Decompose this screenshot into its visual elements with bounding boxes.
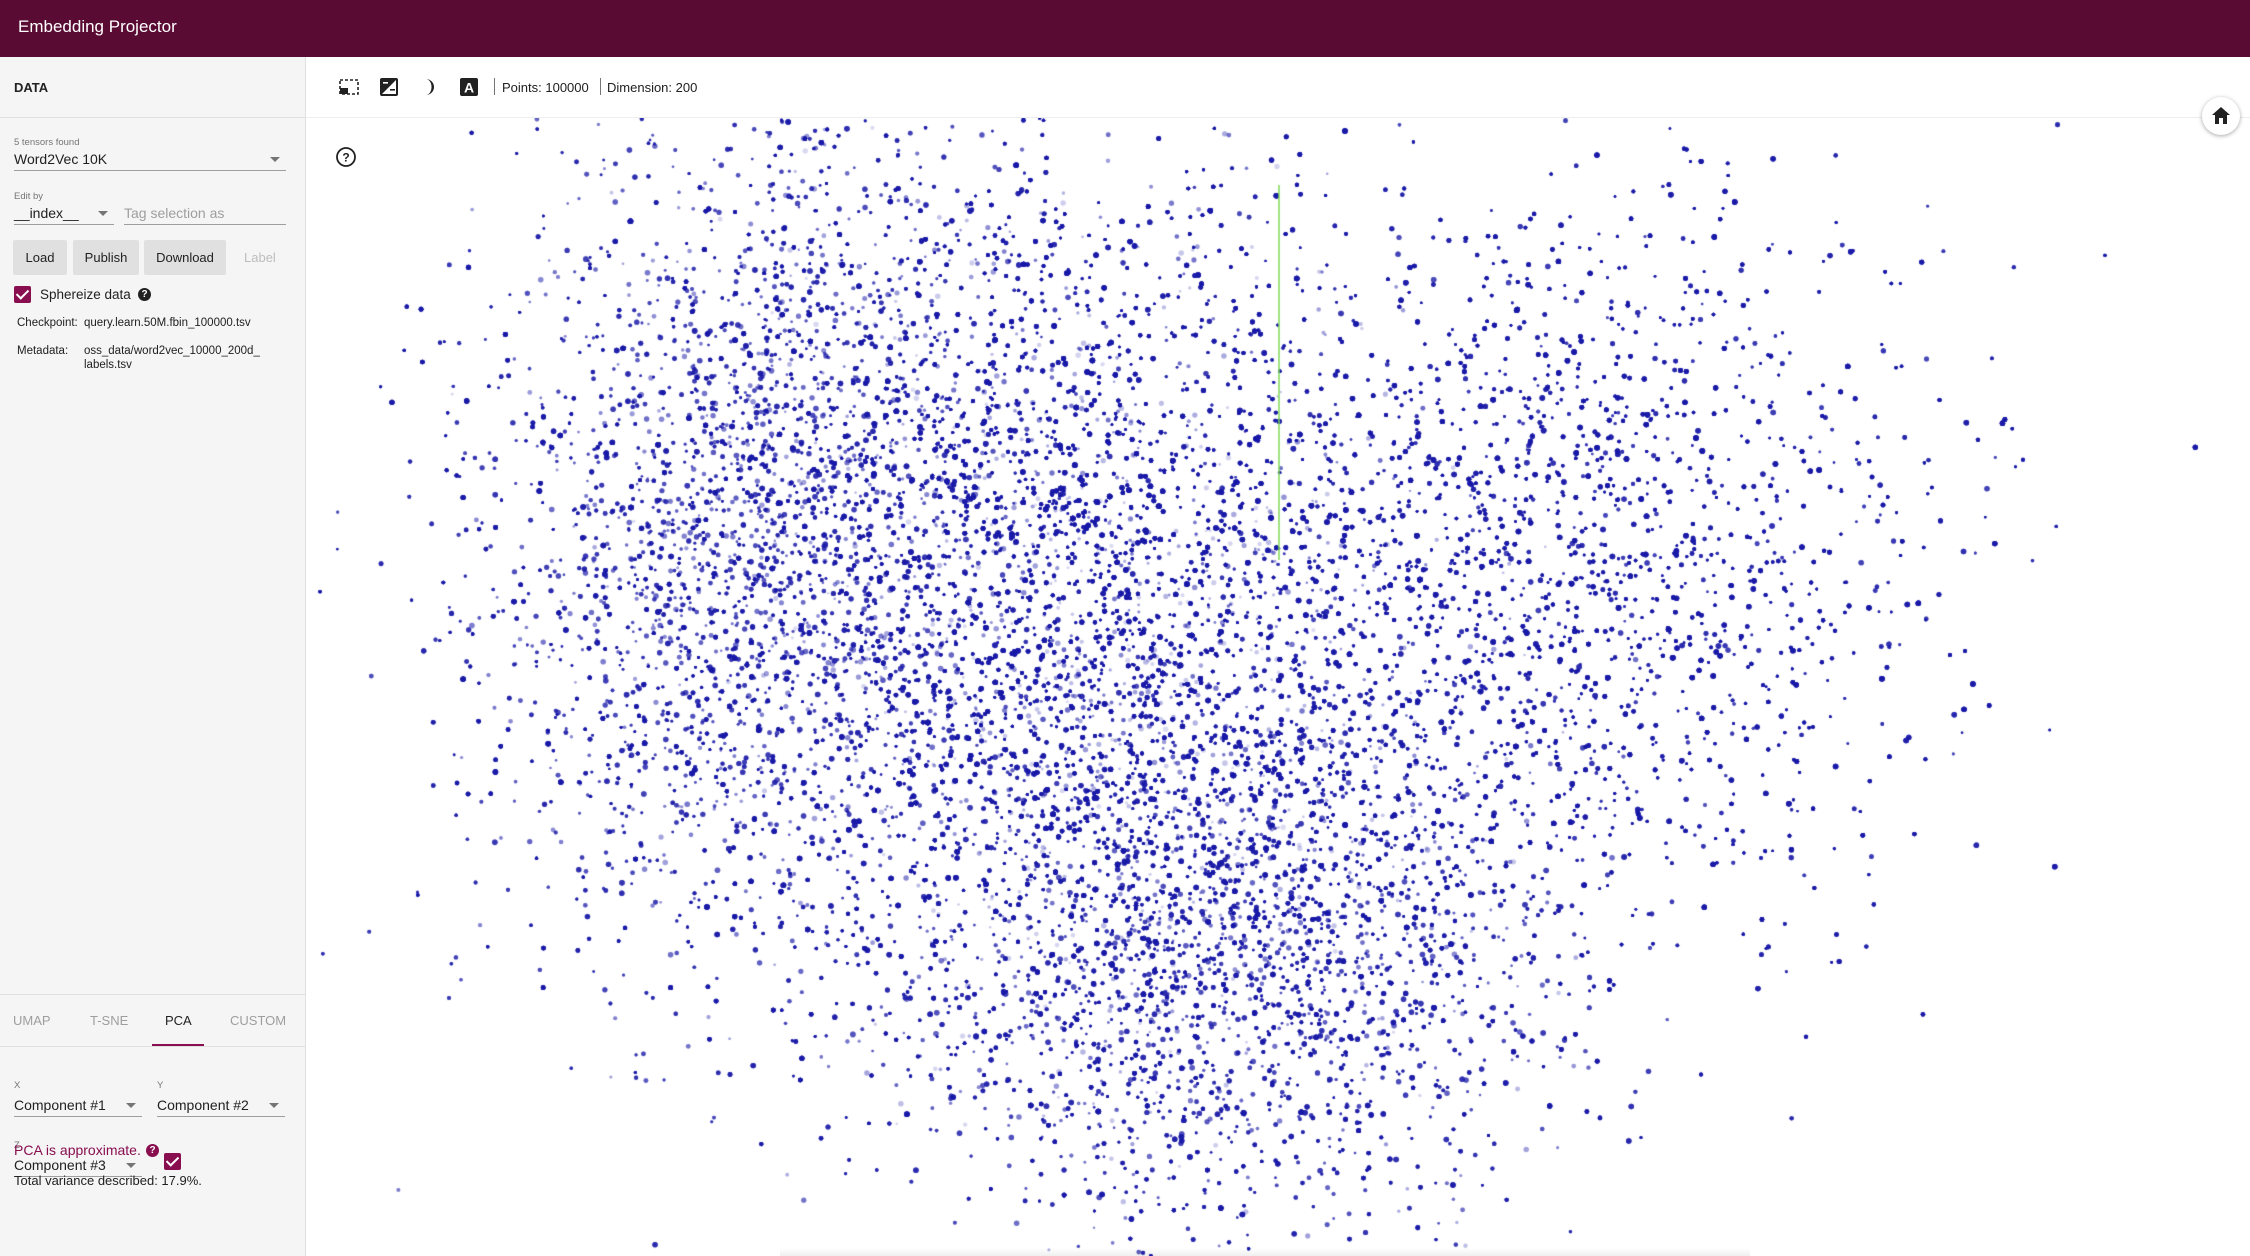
metadata-value-cont: labels.tsv <box>84 359 132 371</box>
tensors-found-label: 5 tensors found <box>14 137 80 148</box>
z-axis-label: Z <box>14 1140 20 1151</box>
label-button[interactable]: Label <box>244 250 276 265</box>
total-variance: Total variance described: 17.9%. <box>14 1173 202 1188</box>
metadata-label: Metadata: <box>17 345 69 357</box>
download-button[interactable]: Download <box>144 240 226 275</box>
selection-icon[interactable] <box>338 77 360 97</box>
load-button[interactable]: Load <box>13 240 67 275</box>
tensor-select[interactable]: Word2Vec 10K <box>14 151 286 171</box>
chevron-down-icon <box>270 157 280 162</box>
x-axis-label: X <box>14 1080 21 1091</box>
chevron-down-icon <box>98 211 108 216</box>
edit-by-label: Edit by <box>14 191 44 202</box>
tensor-select-value: Word2Vec 10K <box>14 151 108 167</box>
panel-shadow <box>780 1248 1750 1256</box>
app-header: Embedding Projector <box>0 0 2250 57</box>
data-panel-heading: DATA <box>14 80 49 95</box>
tab-pca[interactable]: PCA <box>165 1013 192 1028</box>
projector-toolbar: A Points: 100000 Dimension: 200 <box>306 57 2250 118</box>
x-component-value: Component #1 <box>14 1097 106 1113</box>
z-component-value: Component #3 <box>14 1157 106 1173</box>
z-component-select[interactable]: Component #3 <box>14 1157 142 1177</box>
tab-tsne[interactable]: T-SNE <box>90 1013 129 1028</box>
chevron-down-icon <box>269 1103 279 1108</box>
z-enabled-checkbox[interactable] <box>164 1153 181 1170</box>
help-icon[interactable]: ? <box>146 1144 159 1157</box>
dimension-count: Dimension: 200 <box>607 80 698 95</box>
x-component-select[interactable]: Component #1 <box>14 1097 142 1117</box>
pca-approximate-note: PCA is approximate. <box>14 1142 141 1158</box>
points-count: Points: 100000 <box>502 80 589 95</box>
metadata-value: oss_data/word2vec_10000_200d_ <box>84 345 260 357</box>
night-mode-icon[interactable] <box>378 77 400 97</box>
y-component-select[interactable]: Component #2 <box>157 1097 285 1117</box>
svg-text:A: A <box>464 80 474 96</box>
tag-selection-input[interactable]: Tag selection as <box>124 205 286 225</box>
tab-custom[interactable]: CUSTOM <box>230 1013 287 1028</box>
contrast-icon[interactable] <box>418 77 440 97</box>
help-icon[interactable]: ? <box>138 288 151 301</box>
tab-umap[interactable]: UMAP <box>13 1013 51 1028</box>
active-tab-indicator <box>152 1044 204 1046</box>
toolbar-separator <box>494 78 495 95</box>
edit-by-select[interactable]: __index__ <box>14 205 114 225</box>
labels-icon[interactable]: A <box>458 77 480 97</box>
data-panel: DATA 5 tensors found Word2Vec 10K Edit b… <box>0 57 306 1256</box>
sphereize-checkbox[interactable] <box>14 286 31 303</box>
embedding-scatter-plot[interactable] <box>306 118 2250 1256</box>
y-axis-label: Y <box>157 1080 164 1091</box>
checkpoint-value: query.learn.50M.fbin_100000.tsv <box>84 317 251 329</box>
divider <box>0 994 305 995</box>
checkpoint-label: Checkpoint: <box>17 317 78 329</box>
app-title: Embedding Projector <box>18 17 177 36</box>
chevron-down-icon <box>126 1163 136 1168</box>
y-component-value: Component #2 <box>157 1097 249 1113</box>
chevron-down-icon <box>126 1103 136 1108</box>
divider <box>0 1046 305 1047</box>
toolbar-separator <box>600 78 601 95</box>
sphereize-label: Sphereize data <box>40 287 131 302</box>
publish-button[interactable]: Publish <box>73 240 139 275</box>
divider <box>0 117 305 118</box>
edit-by-value: __index__ <box>14 205 79 221</box>
